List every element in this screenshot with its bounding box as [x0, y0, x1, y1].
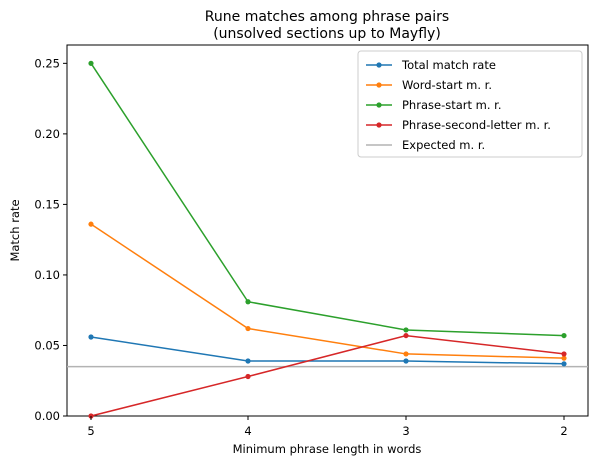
series-1: [88, 334, 567, 367]
x-tick-label: 2: [560, 424, 567, 438]
series-line: [90, 223, 565, 359]
legend-swatch-marker: [376, 82, 382, 88]
x-axis-label: Minimum phrase length in words: [233, 442, 422, 456]
chart-subtitle: (unsolved sections up to Mayfly): [213, 26, 441, 42]
y-tick-label: 0.00: [34, 409, 60, 423]
legend-frame: [357, 50, 583, 158]
data-point: [245, 358, 251, 364]
y-tick-label: 0.05: [34, 338, 60, 352]
y-tick-label: 0.20: [34, 127, 60, 141]
series-line: [90, 336, 565, 365]
data-point: [245, 299, 251, 305]
y-tick-label: 0.15: [34, 197, 60, 211]
series-3: [88, 60, 567, 339]
legend-swatch-marker: [376, 102, 382, 108]
legend: Total match rate Word-start m. r. Phrase-s…: [357, 50, 583, 158]
data-point: [88, 221, 94, 227]
y-tick-label: 0.25: [34, 56, 60, 70]
legend-entry: Expected m. r.: [366, 138, 485, 152]
series-layer: [88, 60, 567, 419]
data-point: [561, 361, 567, 367]
y-axis-label: Match rate: [8, 199, 22, 261]
data-point: [403, 358, 409, 364]
series-2: [88, 221, 567, 361]
legend-label: Word-start m. r.: [402, 78, 492, 92]
legend-label: Total match rate: [401, 58, 496, 72]
legend-swatch-marker: [376, 62, 382, 68]
x-tick-label: 5: [87, 424, 94, 438]
y-axis: 0.00 0.05 0.10 0.15 0.20 0.25: [34, 56, 67, 423]
series-line: [90, 334, 565, 417]
data-point: [88, 334, 94, 340]
y-tick-label: 0.10: [34, 268, 60, 282]
legend-entry: Total match rate: [366, 58, 496, 72]
plot-area-frame: [66, 44, 589, 417]
data-point: [561, 332, 567, 339]
data-point: [561, 355, 567, 361]
series-line: [90, 62, 565, 337]
legend-label: Phrase-start m. r.: [402, 98, 502, 112]
data-point: [403, 327, 409, 333]
data-point: [245, 373, 251, 380]
legend-entry: Phrase-second-letter m. r.: [366, 118, 551, 132]
x-tick-label: 4: [244, 424, 251, 438]
data-point: [245, 325, 251, 332]
x-axis: 5 4 3 2: [87, 416, 568, 438]
x-tick-label: 3: [402, 424, 409, 438]
data-point: [403, 332, 409, 339]
data-point: [88, 60, 94, 66]
data-point: [403, 351, 409, 357]
legend-entry: Word-start m. r.: [366, 78, 492, 92]
legend-swatch-marker: [376, 122, 382, 128]
legend-label: Phrase-second-letter m. r.: [402, 118, 551, 132]
chart-title: Rune matches among phrase pairs: [205, 9, 449, 25]
data-point: [561, 351, 567, 357]
legend-label: Expected m. r.: [402, 138, 485, 152]
legend-entry: Phrase-start m. r.: [366, 98, 502, 112]
